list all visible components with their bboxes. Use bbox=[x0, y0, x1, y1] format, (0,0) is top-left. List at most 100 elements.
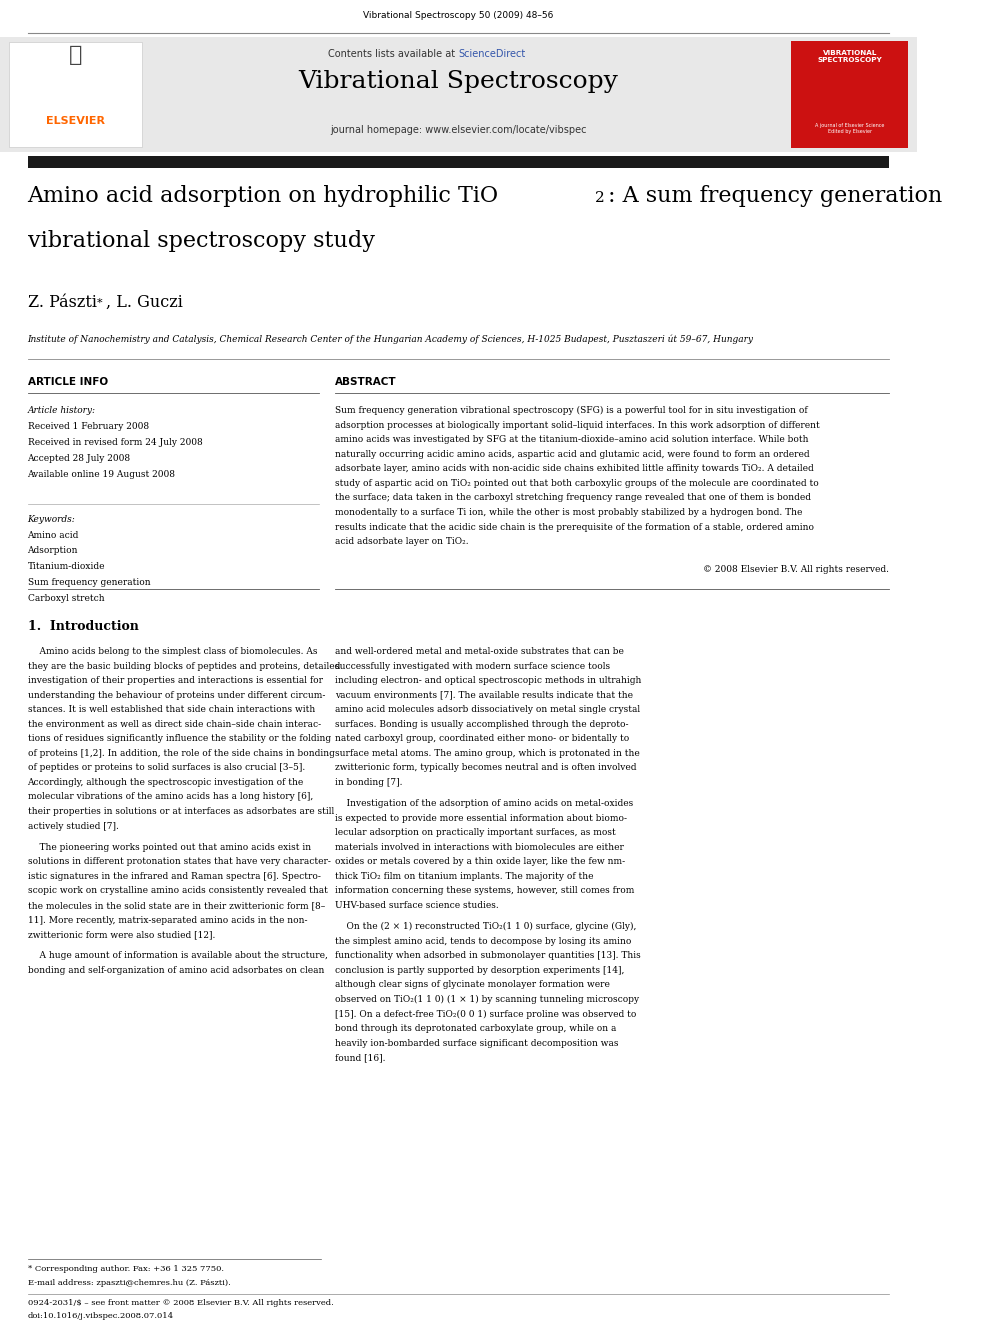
Text: A journal of Elsevier Science
Edited by Elsevier: A journal of Elsevier Science Edited by … bbox=[815, 123, 885, 134]
Text: adsorption processes at biologically important solid–liquid interfaces. In this : adsorption processes at biologically imp… bbox=[334, 421, 819, 430]
Text: functionality when adsorbed in submonolayer quantities [13]. This: functionality when adsorbed in submonola… bbox=[334, 951, 641, 960]
Text: observed on TiO₂(1 1 0) (1 × 1) by scanning tunneling microscopy: observed on TiO₂(1 1 0) (1 × 1) by scann… bbox=[334, 995, 639, 1004]
Text: amino acids was investigated by SFG at the titanium-dioxide–amino acid solution : amino acids was investigated by SFG at t… bbox=[334, 435, 808, 445]
Text: VIBRATIONAL
SPECTROSCOPY: VIBRATIONAL SPECTROSCOPY bbox=[817, 50, 882, 64]
Text: Accordingly, although the spectroscopic investigation of the: Accordingly, although the spectroscopic … bbox=[28, 778, 304, 787]
Text: of peptides or proteins to solid surfaces is also crucial [3–5].: of peptides or proteins to solid surface… bbox=[28, 763, 305, 773]
Text: scopic work on crystalline amino acids consistently revealed that: scopic work on crystalline amino acids c… bbox=[28, 886, 327, 896]
Bar bbox=[792, 41, 908, 148]
Text: : A sum frequency generation: : A sum frequency generation bbox=[608, 185, 942, 208]
Text: Article history:: Article history: bbox=[28, 406, 95, 415]
Text: vibrational spectroscopy study: vibrational spectroscopy study bbox=[28, 230, 375, 253]
Text: study of aspartic acid on TiO₂ pointed out that both carboxylic groups of the mo: study of aspartic acid on TiO₂ pointed o… bbox=[334, 479, 818, 488]
Text: Carboxyl stretch: Carboxyl stretch bbox=[28, 594, 104, 603]
Text: surfaces. Bonding is usually accomplished through the deproto-: surfaces. Bonding is usually accomplishe… bbox=[334, 720, 628, 729]
Text: thick TiO₂ film on titanium implants. The majority of the: thick TiO₂ film on titanium implants. Th… bbox=[334, 872, 593, 881]
Text: Z. Pászti: Z. Pászti bbox=[28, 294, 96, 311]
Text: materials involved in interactions with biomolecules are either: materials involved in interactions with … bbox=[334, 843, 624, 852]
Text: bond through its deprotonated carboxylate group, while on a: bond through its deprotonated carboxylat… bbox=[334, 1024, 616, 1033]
Text: information concerning these systems, however, still comes from: information concerning these systems, ho… bbox=[334, 886, 634, 896]
Text: Accepted 28 July 2008: Accepted 28 July 2008 bbox=[28, 454, 131, 463]
Text: tions of residues significantly influence the stability or the folding: tions of residues significantly influenc… bbox=[28, 734, 330, 744]
Text: 0924-2031/$ – see front matter © 2008 Elsevier B.V. All rights reserved.: 0924-2031/$ – see front matter © 2008 El… bbox=[28, 1299, 333, 1307]
Text: Sum frequency generation vibrational spectroscopy (SFG) is a powerful tool for i: Sum frequency generation vibrational spe… bbox=[334, 406, 807, 415]
Text: istic signatures in the infrared and Raman spectra [6]. Spectro-: istic signatures in the infrared and Ram… bbox=[28, 872, 320, 881]
Text: stances. It is well established that side chain interactions with: stances. It is well established that sid… bbox=[28, 705, 314, 714]
Text: the surface; data taken in the carboxyl stretching frequency range revealed that: the surface; data taken in the carboxyl … bbox=[334, 493, 810, 503]
Text: Amino acids belong to the simplest class of biomolecules. As: Amino acids belong to the simplest class… bbox=[28, 647, 317, 656]
Text: adsorbate layer, amino acids with non-acidic side chains exhibited little affini: adsorbate layer, amino acids with non-ac… bbox=[334, 464, 813, 474]
Text: 🌳: 🌳 bbox=[68, 45, 82, 65]
Bar bbox=[28, 156, 890, 168]
Text: amino acid molecules adsorb dissociatively on metal single crystal: amino acid molecules adsorb dissociative… bbox=[334, 705, 640, 714]
Text: On the (2 × 1) reconstructed TiO₂(1 1 0) surface, glycine (Gly),: On the (2 × 1) reconstructed TiO₂(1 1 0)… bbox=[334, 922, 636, 931]
Text: nated carboxyl group, coordinated either mono- or bidentally to: nated carboxyl group, coordinated either… bbox=[334, 734, 629, 744]
Text: the environment as well as direct side chain–side chain interac-: the environment as well as direct side c… bbox=[28, 720, 320, 729]
Text: *: * bbox=[97, 298, 103, 308]
Text: Institute of Nanochemistry and Catalysis, Chemical Research Center of the Hungar: Institute of Nanochemistry and Catalysis… bbox=[28, 335, 754, 344]
Text: Adsorption: Adsorption bbox=[28, 546, 78, 556]
Text: ScienceDirect: ScienceDirect bbox=[458, 49, 526, 60]
Text: actively studied [7].: actively studied [7]. bbox=[28, 822, 118, 831]
Text: , L. Guczi: , L. Guczi bbox=[106, 294, 184, 311]
Text: Contents lists available at: Contents lists available at bbox=[328, 49, 458, 60]
Text: lecular adsorption on practically important surfaces, as most: lecular adsorption on practically import… bbox=[334, 828, 615, 837]
Text: ELSEVIER: ELSEVIER bbox=[46, 115, 105, 126]
Text: conclusion is partly supported by desorption experiments [14],: conclusion is partly supported by desorp… bbox=[334, 966, 624, 975]
Bar bbox=[0, 37, 917, 152]
Text: is expected to provide more essential information about biomo-: is expected to provide more essential in… bbox=[334, 814, 627, 823]
Text: solutions in different protonation states that have very character-: solutions in different protonation state… bbox=[28, 857, 330, 867]
Text: surface metal atoms. The amino group, which is protonated in the: surface metal atoms. The amino group, wh… bbox=[334, 749, 640, 758]
Text: their properties in solutions or at interfaces as adsorbates are still: their properties in solutions or at inte… bbox=[28, 807, 333, 816]
Text: Received 1 February 2008: Received 1 February 2008 bbox=[28, 422, 149, 431]
Text: successfully investigated with modern surface science tools: successfully investigated with modern su… bbox=[334, 662, 610, 671]
Text: Amino acid: Amino acid bbox=[28, 531, 79, 540]
Text: 2: 2 bbox=[595, 191, 605, 205]
Text: vacuum environments [7]. The available results indicate that the: vacuum environments [7]. The available r… bbox=[334, 691, 633, 700]
Text: they are the basic building blocks of peptides and proteins, detailed: they are the basic building blocks of pe… bbox=[28, 662, 340, 671]
Text: [15]. On a defect-free TiO₂(0 0 1) surface proline was observed to: [15]. On a defect-free TiO₂(0 0 1) surfa… bbox=[334, 1009, 636, 1019]
Text: understanding the behaviour of proteins under different circum-: understanding the behaviour of proteins … bbox=[28, 691, 325, 700]
Text: investigation of their properties and interactions is essential for: investigation of their properties and in… bbox=[28, 676, 322, 685]
Text: although clear signs of glycinate monolayer formation were: although clear signs of glycinate monola… bbox=[334, 980, 609, 990]
Text: found [16].: found [16]. bbox=[334, 1053, 385, 1062]
Text: the molecules in the solid state are in their zwitterionic form [8–: the molecules in the solid state are in … bbox=[28, 901, 324, 910]
Text: UHV-based surface science studies.: UHV-based surface science studies. bbox=[334, 901, 498, 910]
Text: © 2008 Elsevier B.V. All rights reserved.: © 2008 Elsevier B.V. All rights reserved… bbox=[703, 565, 890, 574]
Text: Available online 19 August 2008: Available online 19 August 2008 bbox=[28, 470, 176, 479]
Text: and well-ordered metal and metal-oxide substrates that can be: and well-ordered metal and metal-oxide s… bbox=[334, 647, 624, 656]
Text: E-mail address: zpaszti@chemres.hu (Z. Pászti).: E-mail address: zpaszti@chemres.hu (Z. P… bbox=[28, 1279, 230, 1287]
Text: in bonding [7].: in bonding [7]. bbox=[334, 778, 402, 787]
Text: ABSTRACT: ABSTRACT bbox=[334, 377, 396, 388]
Text: bonding and self-organization of amino acid adsorbates on clean: bonding and self-organization of amino a… bbox=[28, 966, 323, 975]
Text: The pioneering works pointed out that amino acids exist in: The pioneering works pointed out that am… bbox=[28, 843, 310, 852]
Text: zwitterionic form were also studied [12].: zwitterionic form were also studied [12]… bbox=[28, 930, 215, 939]
Text: 1.  Introduction: 1. Introduction bbox=[28, 620, 138, 634]
Text: A huge amount of information is available about the structure,: A huge amount of information is availabl… bbox=[28, 951, 327, 960]
Text: Sum frequency generation: Sum frequency generation bbox=[28, 578, 150, 587]
Text: molecular vibrations of the amino acids has a long history [6],: molecular vibrations of the amino acids … bbox=[28, 792, 312, 802]
Text: Vibrational Spectroscopy 50 (2009) 48–56: Vibrational Spectroscopy 50 (2009) 48–56 bbox=[363, 11, 554, 20]
Text: Titanium-dioxide: Titanium-dioxide bbox=[28, 562, 105, 572]
Text: ARTICLE INFO: ARTICLE INFO bbox=[28, 377, 107, 388]
Text: oxides or metals covered by a thin oxide layer, like the few nm-: oxides or metals covered by a thin oxide… bbox=[334, 857, 625, 867]
Text: journal homepage: www.elsevier.com/locate/vibspec: journal homepage: www.elsevier.com/locat… bbox=[330, 124, 586, 135]
Text: acid adsorbate layer on TiO₂.: acid adsorbate layer on TiO₂. bbox=[334, 537, 468, 546]
Bar bbox=[9, 42, 142, 147]
Text: zwitterionic form, typically becomes neutral and is often involved: zwitterionic form, typically becomes neu… bbox=[334, 763, 636, 773]
Text: doi:10.1016/j.vibspec.2008.07.014: doi:10.1016/j.vibspec.2008.07.014 bbox=[28, 1312, 174, 1320]
Text: results indicate that the acidic side chain is the prerequisite of the formation: results indicate that the acidic side ch… bbox=[334, 523, 813, 532]
Text: of proteins [1,2]. In addition, the role of the side chains in bonding: of proteins [1,2]. In addition, the role… bbox=[28, 749, 334, 758]
Text: naturally occurring acidic amino acids, aspartic acid and glutamic acid, were fo: naturally occurring acidic amino acids, … bbox=[334, 450, 809, 459]
Text: Vibrational Spectroscopy: Vibrational Spectroscopy bbox=[299, 70, 618, 93]
Text: 11]. More recently, matrix-separated amino acids in the non-: 11]. More recently, matrix-separated ami… bbox=[28, 916, 307, 925]
Text: heavily ion-bombarded surface significant decomposition was: heavily ion-bombarded surface significan… bbox=[334, 1039, 618, 1048]
Text: the simplest amino acid, tends to decompose by losing its amino: the simplest amino acid, tends to decomp… bbox=[334, 937, 631, 946]
Text: Amino acid adsorption on hydrophilic TiO: Amino acid adsorption on hydrophilic TiO bbox=[28, 185, 499, 208]
Text: Received in revised form 24 July 2008: Received in revised form 24 July 2008 bbox=[28, 438, 202, 447]
Text: Keywords:: Keywords: bbox=[28, 515, 75, 524]
Text: Investigation of the adsorption of amino acids on metal-oxides: Investigation of the adsorption of amino… bbox=[334, 799, 633, 808]
Text: * Corresponding author. Fax: +36 1 325 7750.: * Corresponding author. Fax: +36 1 325 7… bbox=[28, 1265, 223, 1273]
Text: including electron- and optical spectroscopic methods in ultrahigh: including electron- and optical spectros… bbox=[334, 676, 641, 685]
Text: monodentally to a surface Ti ion, while the other is most probably stabilized by: monodentally to a surface Ti ion, while … bbox=[334, 508, 802, 517]
